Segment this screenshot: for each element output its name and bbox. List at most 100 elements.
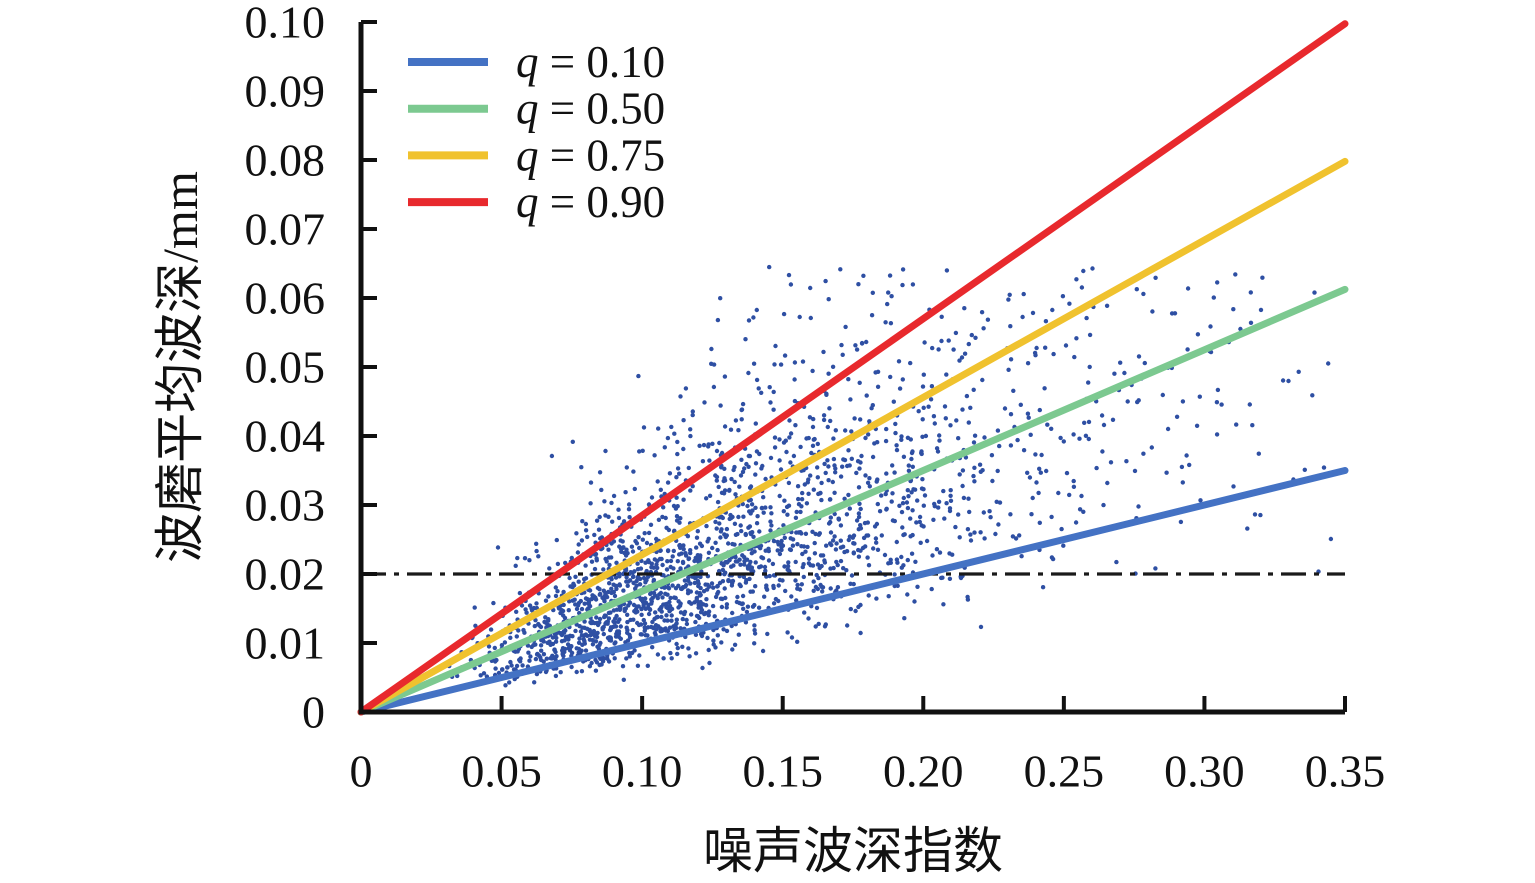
scatter-point [1015, 437, 1020, 443]
scatter-point [667, 625, 673, 630]
scatter-point [773, 343, 778, 349]
scatter-point [890, 491, 895, 496]
scatter-point [964, 393, 970, 399]
scatter-point [628, 570, 633, 575]
scatter-point [657, 556, 663, 562]
scatter-point [791, 453, 797, 459]
scatter-point [640, 596, 645, 602]
scatter-point [538, 643, 544, 648]
scatter-point [649, 561, 654, 566]
scatter-point [654, 615, 659, 620]
scatter-point [935, 449, 941, 454]
scatter-point [658, 626, 663, 631]
scatter-point [637, 545, 642, 551]
scatter-point [553, 639, 559, 644]
scatter-point [1165, 426, 1171, 432]
scatter-point [576, 646, 582, 652]
scatter-point [851, 581, 856, 587]
scatter-point [863, 473, 868, 478]
scatter-point [865, 555, 870, 560]
scatter-point [742, 559, 747, 564]
scatter-point [644, 540, 650, 546]
scatter-point [864, 339, 869, 345]
scatter-point [910, 508, 915, 513]
scatter-point [532, 623, 537, 629]
scatter-point [741, 574, 747, 580]
scatter-point [740, 601, 745, 606]
scatter-point [806, 435, 811, 441]
scatter-point [627, 515, 632, 520]
legend-label-q0.10: q = 0.10 [516, 37, 665, 87]
scatter-point [567, 575, 572, 581]
scatter-point [751, 361, 757, 366]
scatter-point [920, 434, 925, 439]
scatter-point [1043, 345, 1048, 350]
scatter-point [784, 449, 789, 455]
scatter-point [936, 505, 941, 510]
scatter-point [674, 641, 679, 647]
scatter-point [518, 656, 523, 661]
scatter-point [529, 606, 534, 611]
scatter-point [757, 451, 762, 457]
scatter-point [517, 590, 523, 596]
scatter-point [534, 671, 540, 677]
scatter-point [779, 547, 784, 553]
scatter-point [745, 604, 751, 609]
scatter-point [676, 605, 681, 610]
scatter-point [905, 488, 910, 493]
scatter-point [783, 588, 788, 594]
scatter-point [862, 520, 868, 526]
scatter-point [747, 509, 752, 514]
scatter-point [1059, 526, 1064, 532]
scatter-point [778, 467, 784, 472]
scatter-point [757, 529, 762, 534]
scatter-point [972, 465, 977, 470]
scatter-point [1020, 314, 1025, 320]
scatter-point [1231, 307, 1236, 312]
scatter-point [811, 487, 816, 492]
scatter-point [982, 536, 987, 541]
scatter-point [780, 543, 786, 548]
scatter-point [839, 342, 844, 348]
scatter-point [866, 593, 871, 598]
scatter-point [569, 555, 574, 561]
scatter-point [802, 610, 807, 615]
scatter-point [626, 579, 631, 584]
scatter-point [884, 471, 889, 476]
scatter-point [534, 541, 539, 546]
scatter-point [673, 506, 679, 511]
scatter-point [694, 545, 699, 550]
scatter-point [611, 619, 616, 624]
scatter-point [1006, 297, 1011, 302]
scatter-point [603, 513, 608, 518]
scatter-point [655, 479, 660, 484]
scatter-point [931, 517, 936, 522]
scatter-point [997, 500, 1003, 505]
scatter-point [674, 617, 679, 622]
scatter-point [698, 599, 703, 605]
scatter-point [493, 666, 498, 671]
scatter-point [579, 538, 585, 543]
scatter-point [786, 480, 792, 486]
scatter-point [908, 437, 913, 442]
scatter-point [634, 541, 640, 546]
scatter-point [643, 560, 648, 565]
scatter-point [819, 480, 824, 486]
scatter-point [719, 465, 724, 470]
scatter-point [631, 574, 636, 579]
scatter-point [592, 566, 598, 572]
scatter-point [741, 606, 746, 611]
scatter-point [730, 647, 735, 652]
scatter-point [578, 651, 583, 656]
scatter-point [663, 591, 668, 596]
scatter-point [1025, 470, 1030, 475]
scatter-point [714, 448, 720, 454]
scatter-point [589, 619, 595, 624]
scatter-point [682, 578, 688, 583]
scatter-point [1118, 360, 1123, 365]
scatter-point [680, 559, 686, 565]
scatter-point [576, 640, 582, 645]
scatter-point [921, 372, 926, 377]
scatter-point [767, 264, 772, 270]
scatter-point [572, 597, 577, 602]
